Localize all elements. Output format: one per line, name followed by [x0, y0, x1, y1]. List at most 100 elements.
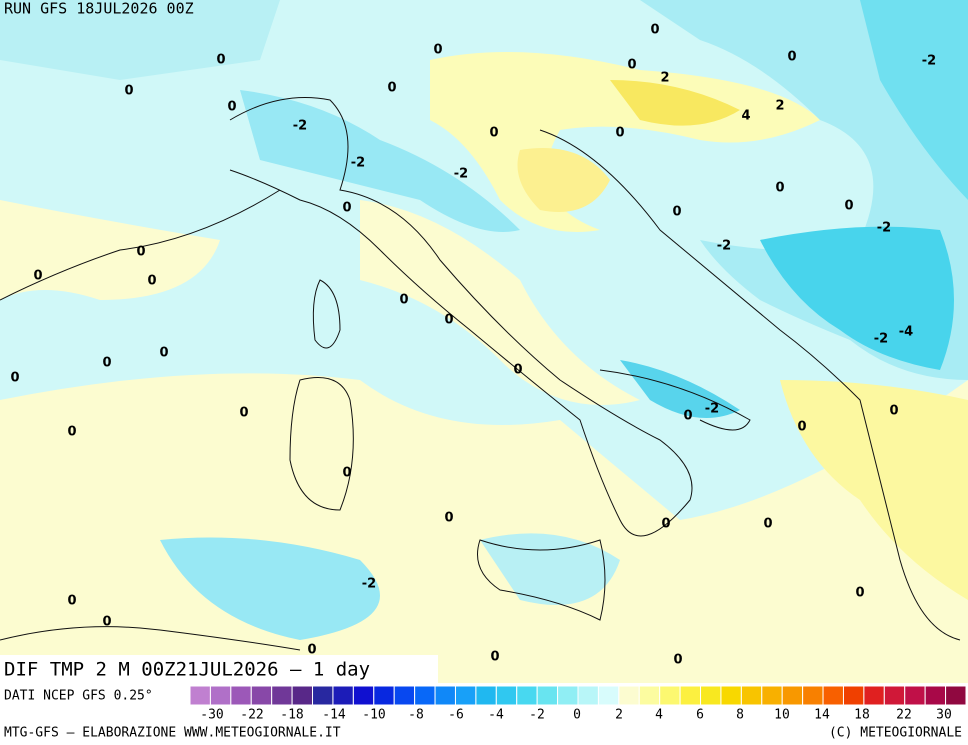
- contour-label: -4: [899, 325, 913, 340]
- colorbar-swatch: [332, 685, 354, 706]
- colorbar-swatch: [373, 685, 395, 706]
- contour-label: 0: [67, 425, 76, 440]
- contour-label: 0: [33, 269, 42, 284]
- contour-label: 0: [489, 126, 498, 141]
- contour-label: 0: [307, 643, 316, 658]
- colorbar-tick-label: -10: [362, 708, 385, 723]
- colorbar-tick-label: 6: [696, 708, 704, 723]
- colorbar-swatch: [414, 685, 436, 706]
- colorbar-swatch: [863, 685, 885, 706]
- colorbar-swatch: [577, 685, 599, 706]
- colorbar-tick-label: 18: [854, 708, 870, 723]
- colorbar-swatch: [393, 685, 416, 706]
- colorbar-tick-label: -8: [408, 708, 424, 723]
- colorbar-swatch: [883, 685, 906, 706]
- contour-label: 2: [775, 99, 784, 114]
- contour-label: 4: [741, 109, 750, 124]
- contour-label: 0: [844, 199, 853, 214]
- colorbar-swatch: [271, 685, 293, 706]
- contour-label: 0: [889, 404, 898, 419]
- contour-label: 0: [399, 293, 408, 308]
- contour-label: 0: [387, 81, 396, 96]
- contour-label: 0: [136, 245, 145, 260]
- colorbar-swatch: [904, 685, 926, 706]
- colorbar-swatch: [924, 685, 947, 706]
- colorbar-swatch: [434, 685, 456, 706]
- copyright: (C) METEOGIORNALE: [829, 726, 962, 741]
- colorbar-tick-label: 14: [814, 708, 830, 723]
- contour-label: 0: [763, 517, 772, 532]
- colorbar-swatch: [802, 685, 824, 706]
- contour-label: 0: [627, 58, 636, 73]
- contour-label: -2: [362, 577, 376, 592]
- contour-label: 0: [147, 274, 156, 289]
- colorbar-tick-label: 8: [736, 708, 744, 723]
- colorbar-swatch: [720, 685, 742, 706]
- colorbar-swatch: [516, 685, 538, 706]
- contour-label: 0: [102, 356, 111, 371]
- credit: MTG-GFS – ELABORAZIONE WWW.METEOGIORNALE…: [4, 726, 341, 741]
- colorbar-swatch: [945, 685, 967, 706]
- contour-label: 0: [10, 371, 19, 386]
- contour-label: 0: [797, 420, 806, 435]
- contour-label: -2: [922, 54, 936, 69]
- contour-label: 0: [787, 50, 796, 65]
- colorbar-swatch: [597, 685, 620, 706]
- field-title: DIF TMP 2 M 00Z21JUL2026 – 1 day: [4, 659, 370, 681]
- colorbar-tick-label: -4: [488, 708, 504, 723]
- contour-label: 0: [216, 53, 225, 68]
- contour-label: 2: [660, 71, 669, 86]
- coastlines: [0, 97, 961, 651]
- colorbar-tick-label: 22: [896, 708, 912, 723]
- data-source: DATI NCEP GFS 0.25°: [4, 689, 153, 704]
- map-field: [0, 0, 968, 683]
- contour-label: 0: [490, 650, 499, 665]
- contour-label: -2: [351, 156, 365, 171]
- field-box: [0, 655, 438, 683]
- colorbar-swatch: [842, 685, 865, 706]
- colorbar-swatch: [475, 685, 497, 706]
- contour-label: 0: [513, 363, 522, 378]
- contour-label: 0: [683, 409, 692, 424]
- colorbar-swatch: [536, 685, 559, 706]
- colorbar-swatch: [761, 685, 783, 706]
- colorbar-tick-label: -18: [280, 708, 303, 723]
- contour-label: 0: [673, 653, 682, 668]
- colorbar-tick-label: -2: [529, 708, 545, 723]
- colorbar-tick-label: -14: [322, 708, 346, 723]
- contour-labels: 0 0 0 0 2 0 -2 0 0 0 4 2 -2 0 0 -2 -2 0 0 0 0 -2 -2 0 0 0 0 0 -4 -2 0 0…: [10, 23, 936, 668]
- colorbar-swatch: [250, 685, 273, 706]
- contour-label: -2: [293, 119, 307, 134]
- colorbar-tick-label: -30: [200, 708, 223, 723]
- contour-label: 0: [444, 313, 453, 328]
- contour-label: 0: [661, 517, 670, 532]
- colorbar-swatch: [781, 685, 804, 706]
- contour-label: 0: [67, 594, 76, 609]
- colorbar-tick-label: -6: [448, 708, 464, 723]
- contour-label: -2: [705, 402, 719, 417]
- contour-label: 0: [124, 84, 133, 99]
- contour-label: 0: [239, 406, 248, 421]
- contour-label: 0: [615, 126, 624, 141]
- colorbar-swatch: [659, 685, 681, 706]
- colorbar-swatch: [638, 685, 661, 706]
- colorbar-swatch: [454, 685, 477, 706]
- colorbar-swatch: [291, 685, 314, 706]
- colorbar-swatch: [230, 685, 252, 706]
- contour-label: -2: [717, 239, 731, 254]
- colorbar-tick-label: 0: [573, 708, 581, 723]
- contour-label: 0: [444, 511, 453, 526]
- run-title: RUN GFS 18JUL2026 00Z: [4, 0, 194, 18]
- contour-label: -2: [877, 221, 891, 236]
- contour-label: 0: [159, 346, 168, 361]
- colorbar-tick-label: 10: [774, 708, 790, 723]
- colorbar-swatch: [352, 685, 375, 706]
- colorbar-tick-label: 4: [655, 708, 663, 723]
- colorbar-swatch: [700, 685, 722, 706]
- colorbar-swatch: [495, 685, 518, 706]
- colorbar-swatch: [679, 685, 702, 706]
- contour-label: 0: [342, 466, 351, 481]
- colorbar-swatch: [740, 685, 763, 706]
- contour-label: 0: [855, 586, 864, 601]
